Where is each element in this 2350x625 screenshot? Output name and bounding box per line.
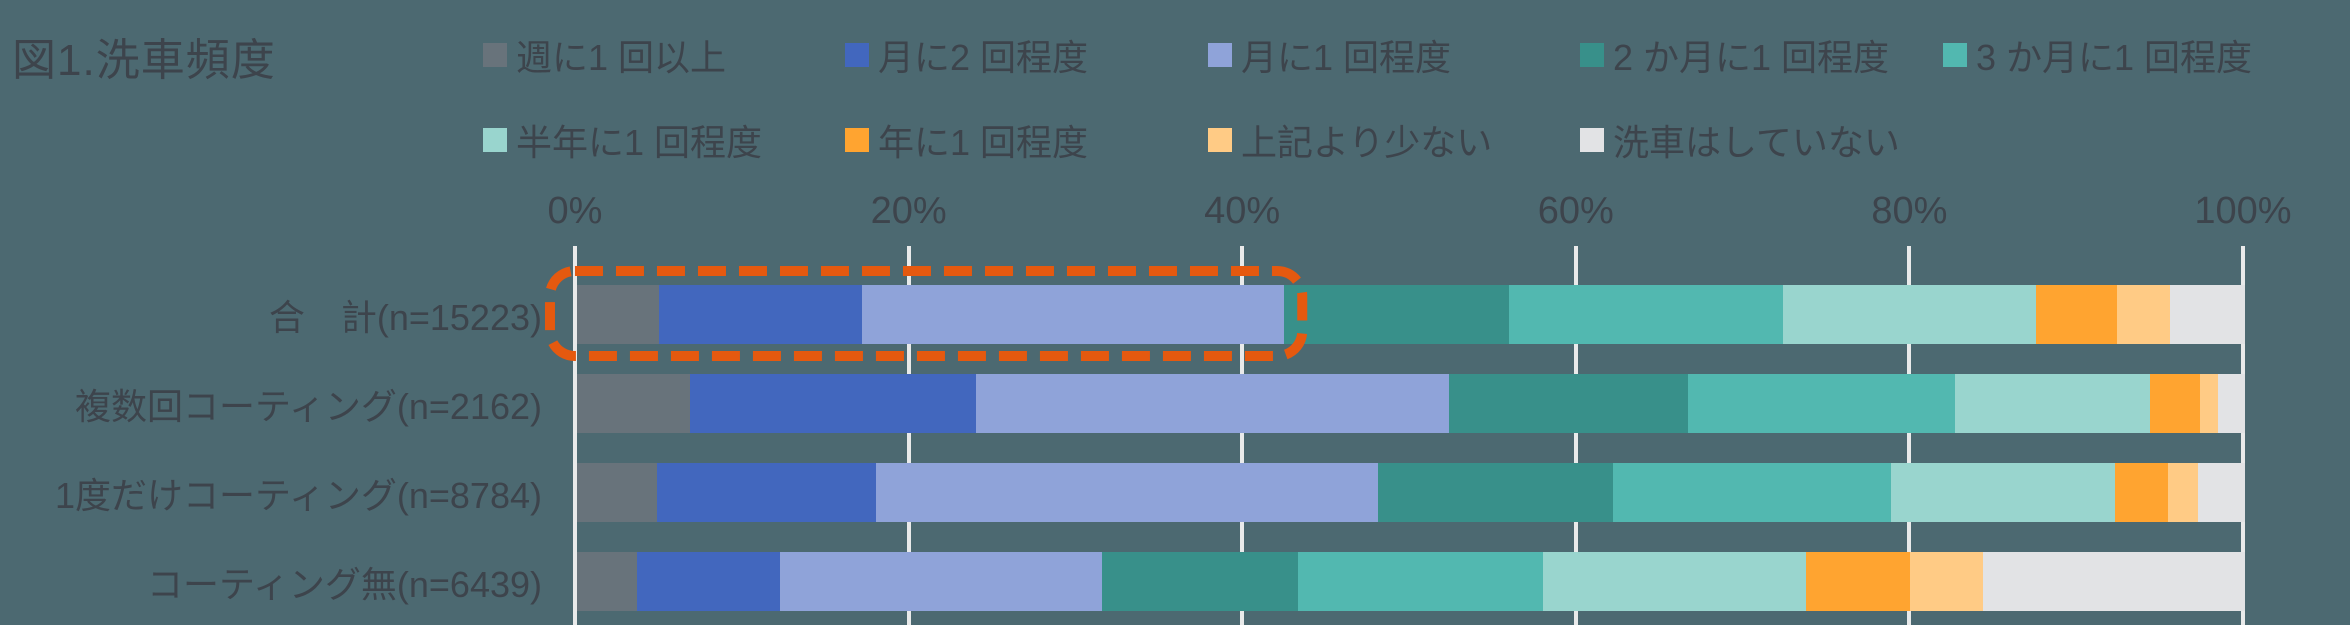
stacked-bar: [577, 552, 2245, 611]
legend-item: 年に1 回程度: [845, 115, 1088, 165]
legend-label: 2 か月に1 回程度: [1613, 37, 1890, 78]
legend-label: 月に2 回程度: [878, 37, 1089, 78]
bar-segment: [875, 463, 1378, 522]
legend-item: 3 か月に1 回程度: [1943, 30, 2252, 80]
legend-label: 月に1 回程度: [1241, 37, 1452, 78]
bar-segment: [1542, 552, 1807, 611]
bar-segment: [2149, 374, 2200, 433]
stacked-bar: [577, 463, 2245, 522]
bar-segment: [862, 285, 1285, 344]
legend-swatch-icon: [1208, 128, 1232, 152]
legend-swatch-icon: [1208, 43, 1232, 67]
bar-segment: [975, 374, 1450, 433]
bar-segment: [657, 463, 876, 522]
bar-segment: [658, 285, 863, 344]
axis-tick-label: 80%: [1871, 190, 1948, 232]
bar-segment: [577, 285, 659, 344]
legend-swatch-icon: [1943, 43, 1967, 67]
legend-item: 2 か月に1 回程度: [1580, 30, 1889, 80]
axis-tick-label: 100%: [2194, 190, 2292, 232]
bar-segment: [1909, 552, 1984, 611]
category-label: コーティング無(n=6439): [147, 563, 542, 605]
bar-segment: [780, 552, 1103, 611]
gridline: [1573, 246, 1578, 625]
legend-swatch-icon: [1580, 128, 1604, 152]
legend-swatch-icon: [845, 128, 869, 152]
category-label: 合 計(n=15223): [268, 296, 542, 338]
bar-segment: [577, 463, 658, 522]
bar-segment: [2114, 463, 2169, 522]
bar-segment: [2218, 374, 2245, 433]
legend-item: 半年に1 回程度: [483, 115, 762, 165]
bar-segment: [2168, 463, 2199, 522]
bar-segment: [690, 374, 976, 433]
category-label: 複数回コーティング(n=2162): [75, 385, 542, 427]
legend-item: 週に1 回以上: [483, 30, 726, 80]
legend-item: 月に1 回程度: [1208, 30, 1451, 80]
bar-segment: [1983, 552, 2245, 611]
legend-label: 半年に1 回程度: [516, 122, 763, 163]
axis-tick-label: 0%: [547, 190, 603, 232]
stacked-bar: [577, 285, 2245, 344]
bar-segment: [2198, 463, 2245, 522]
bar-segment: [1612, 463, 1892, 522]
legend-item: 洗車はしていない: [1580, 115, 1900, 165]
category-label: 1度だけコーティング(n=8784): [55, 474, 542, 516]
chart-title: 図1.洗車頻度: [12, 36, 276, 85]
legend-label: 3 か月に1 回程度: [1976, 37, 2253, 78]
gridline: [1240, 246, 1245, 625]
bar-segment: [2169, 285, 2245, 344]
axis-tick-label: 20%: [870, 190, 947, 232]
bar-segment: [1284, 285, 1510, 344]
legend-label: 週に1 回以上: [516, 37, 727, 78]
bar-segment: [1449, 374, 1688, 433]
axis-tick-label: 40%: [1204, 190, 1281, 232]
bar-segment: [1891, 463, 2115, 522]
bar-segment: [1782, 285, 2037, 344]
bar-segment: [1806, 552, 1910, 611]
bar-segment: [2199, 374, 2219, 433]
legend-label: 洗車はしていない: [1613, 122, 1900, 163]
stacked-bar: [577, 374, 2245, 433]
legend-swatch-icon: [483, 43, 507, 67]
bar-segment: [1102, 552, 1298, 611]
bar-segment: [2116, 285, 2170, 344]
legend-label: 上記より少ない: [1241, 122, 1493, 163]
gridline: [2241, 246, 2245, 625]
axis-tick-label: 60%: [1537, 190, 1614, 232]
bar-segment: [637, 552, 781, 611]
legend-swatch-icon: [483, 128, 507, 152]
gridline: [906, 246, 911, 625]
gridline: [573, 246, 577, 625]
legend-item: 上記より少ない: [1208, 115, 1492, 165]
bar-segment: [2036, 285, 2117, 344]
bar-segment: [577, 374, 691, 433]
bar-segment: [1297, 552, 1543, 611]
gridline: [1907, 246, 1912, 625]
legend-item: 月に2 回程度: [845, 30, 1088, 80]
bar-segment: [1509, 285, 1783, 344]
legend-swatch-icon: [845, 43, 869, 67]
legend-swatch-icon: [1580, 43, 1604, 67]
legend-label: 年に1 回程度: [878, 122, 1089, 163]
bar-segment: [1954, 374, 2150, 433]
bar-segment: [1687, 374, 1955, 433]
bar-segment: [577, 552, 638, 611]
bar-segment: [1377, 463, 1613, 522]
